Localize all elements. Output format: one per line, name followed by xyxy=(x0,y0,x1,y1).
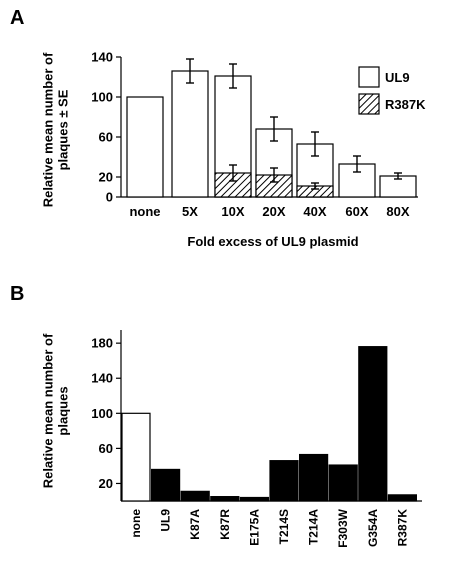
bar-r387k xyxy=(387,494,417,502)
bar-k87a xyxy=(180,490,210,502)
x-tick-label: R387K xyxy=(395,509,409,547)
panel-a: A Relative mean number ofplaques ± SE 0 2… xyxy=(10,7,426,249)
panel-a-y-axis-label: Relative mean number ofplaques ± SE xyxy=(41,52,71,207)
y-tick-label: 60 xyxy=(99,441,113,456)
y-tick-label: 100 xyxy=(91,90,113,105)
x-tick-label: 40X xyxy=(303,204,326,219)
x-tick-label: T214S xyxy=(277,509,291,544)
y-tick-label: 20 xyxy=(99,170,113,185)
panel-a-y-ticks: 0 20 60 100 140 xyxy=(91,50,121,205)
x-tick-label: 60X xyxy=(345,204,368,219)
legend-r387k-label: R387K xyxy=(385,97,426,112)
panel-a-bars xyxy=(126,58,417,198)
x-tick-label: K87R xyxy=(218,509,232,540)
y-tick-label: 100 xyxy=(91,406,113,421)
legend-ul9-label: UL9 xyxy=(385,70,410,85)
x-tick-label: E175A xyxy=(247,509,261,546)
bar-e175a xyxy=(239,496,269,502)
y-tick-label: 140 xyxy=(91,50,113,65)
panel-b-y-ticks: 20 60 100 140 180 xyxy=(91,336,121,491)
panel-a-letter: A xyxy=(10,7,24,29)
bar-t214a xyxy=(299,453,329,502)
y-tick-label: 20 xyxy=(99,476,113,491)
y-tick-label: 140 xyxy=(91,371,113,386)
x-tick-label: G354A xyxy=(366,509,380,547)
x-tick-label: UL9 xyxy=(159,509,173,532)
x-tick-label: 80X xyxy=(386,204,409,219)
legend-ul9-swatch xyxy=(358,66,380,88)
bar-ul9 xyxy=(151,468,181,502)
bar-ul9 xyxy=(126,96,164,198)
panel-a-x-tick-labels: none 5X 10X 20X 40X 60X 80X xyxy=(129,204,409,219)
panel-a-legend: UL9 R387K xyxy=(358,66,426,115)
y-tick-label: 0 xyxy=(106,190,113,205)
bar-k87r xyxy=(210,496,240,502)
bar-ul9 xyxy=(171,70,209,198)
bar-g354a xyxy=(358,346,388,502)
x-tick-label: T214A xyxy=(307,509,321,545)
x-tick-label: none xyxy=(129,204,160,219)
x-tick-label: none xyxy=(129,509,143,538)
panel-b-letter: B xyxy=(10,283,24,305)
x-tick-label: 20X xyxy=(262,204,285,219)
bar-f303w xyxy=(328,464,358,502)
x-tick-label: 5X xyxy=(182,204,198,219)
bar-none xyxy=(121,412,151,502)
x-tick-label: F303W xyxy=(336,508,350,547)
x-tick-label: K87A xyxy=(188,509,202,540)
panel-b: B Relative mean number ofplaques 20 60 100… xyxy=(10,283,422,548)
panel-b-bars xyxy=(121,346,417,502)
bar-t214s xyxy=(269,460,299,502)
panel-b-x-tick-labels: none UL9 K87A K87R E175A T214S T214A F303W G354A… xyxy=(129,508,409,547)
panel-b-y-axis-label: Relative mean number ofplaques xyxy=(41,333,71,488)
legend-r387k-swatch xyxy=(358,93,380,115)
x-tick-label: 10X xyxy=(221,204,244,219)
y-tick-label: 180 xyxy=(91,336,113,351)
y-tick-label: 60 xyxy=(99,130,113,145)
panel-a-x-axis-label: Fold excess of UL9 plasmid xyxy=(187,234,358,249)
